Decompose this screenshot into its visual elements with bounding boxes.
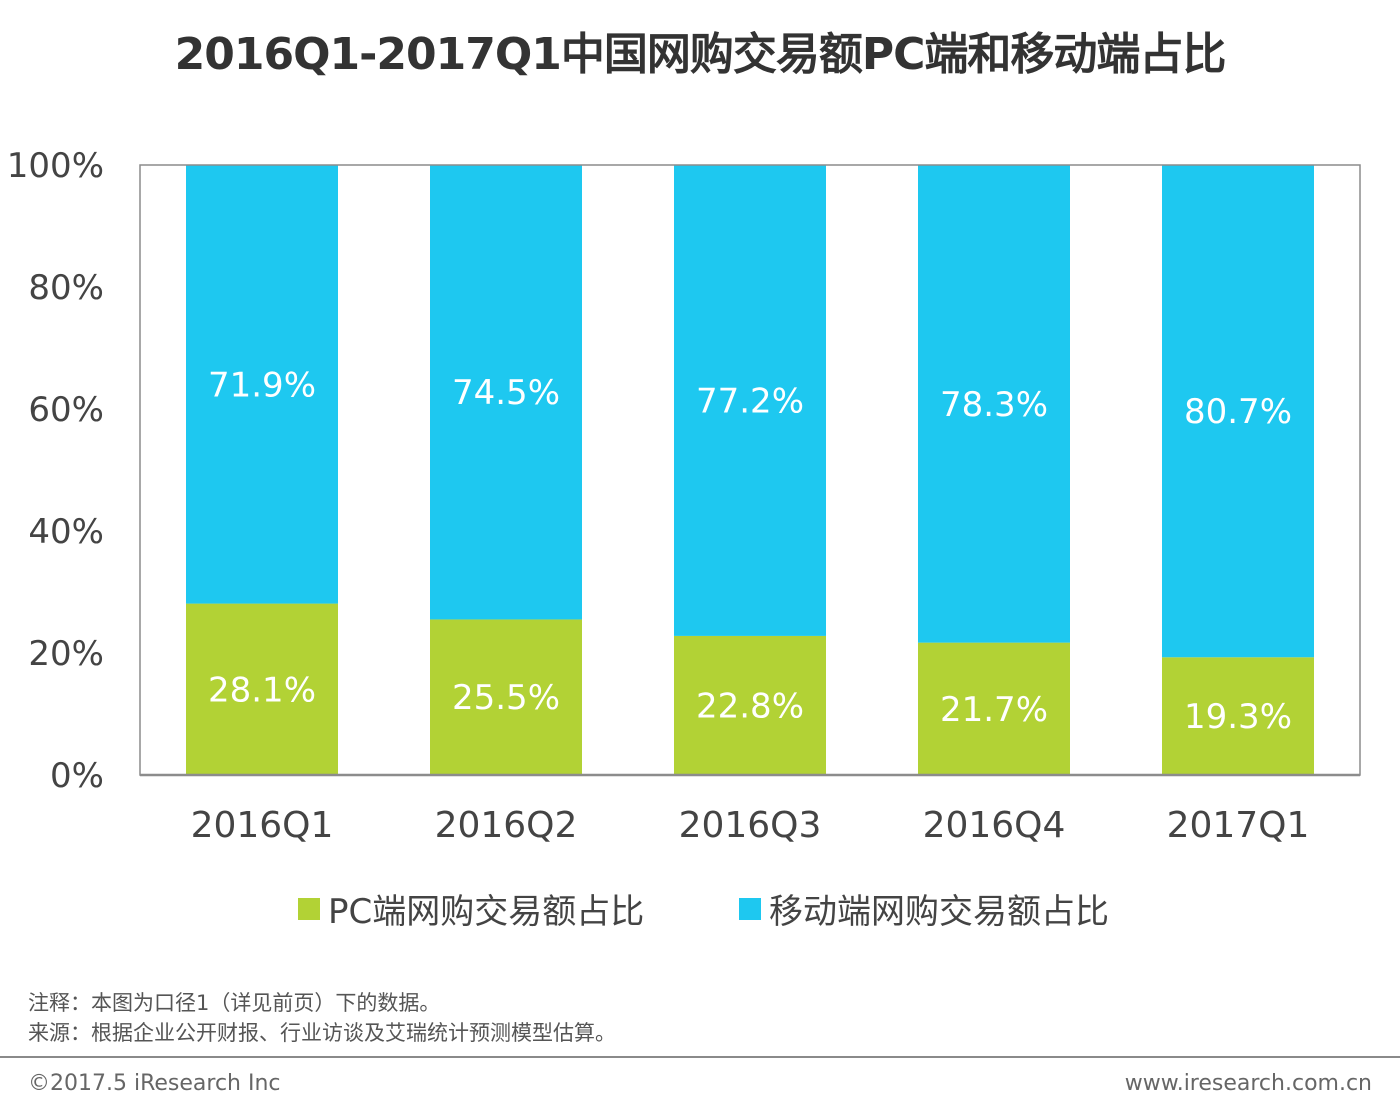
footer-divider (0, 1056, 1400, 1058)
x-tick-label-2016Q4: 2016Q4 (923, 805, 1066, 846)
data-label-pc-2016Q3: 22.8% (696, 686, 804, 726)
legend-label-pc: PC端网购交易额占比 (328, 892, 645, 932)
bar-pc-2016Q2 (430, 619, 582, 775)
legend-item-pc: PC端网购交易额占比 (298, 884, 644, 933)
x-tick-label-2017Q1: 2017Q1 (1167, 805, 1310, 846)
data-label-mobile-2016Q4: 78.3% (940, 385, 1048, 425)
data-label-mobile-2017Q1: 80.7% (1184, 392, 1292, 432)
y-tick-label-3: 60% (28, 390, 104, 430)
bar-pc-2016Q4 (918, 642, 1070, 775)
y-tick-label-2: 40% (28, 512, 104, 552)
axes-layer: 2016Q1 2016Q2 2016Q3 2016Q4 2017Q1 0% 20% 40% 60… (7, 146, 1361, 846)
y-tick-label-0: 0% (50, 756, 104, 796)
bar-mobile-2017Q1 (1162, 165, 1314, 658)
data-label-pc-2016Q1: 28.1% (208, 670, 316, 710)
y-tick-label-5: 100% (7, 146, 104, 186)
bar-mobile-2016Q2 (430, 165, 582, 620)
x-tick-label-2016Q3: 2016Q3 (679, 805, 822, 846)
legend-label-mobile: 移动端网购交易额占比 (769, 892, 1109, 932)
note-line: 注释：本图为口径1（详见前页）下的数据。 (28, 991, 441, 1015)
source-line: 来源：根据企业公开财报、行业访谈及艾瑞统计预测模型估算。 (28, 1021, 616, 1045)
x-tick-label-2016Q2: 2016Q2 (435, 805, 578, 846)
bar-pc-2016Q3 (674, 635, 826, 775)
bar-pc-2016Q1 (186, 603, 338, 775)
bar-mobile-2016Q1 (186, 165, 338, 604)
data-label-pc-2016Q4: 21.7% (940, 690, 1048, 730)
bar-mobile-2016Q4 (918, 165, 1070, 643)
legend-swatch-pc (298, 897, 320, 920)
y-tick-label-4: 80% (28, 268, 104, 308)
bars-layer (186, 165, 1314, 775)
legend-item-mobile: 移动端网购交易额占比 (739, 884, 1109, 933)
bar-mobile-2016Q3 (674, 165, 826, 636)
stacked-bar-chart: 2016Q1 2016Q2 2016Q3 2016Q4 2017Q1 0% 20% 40% 60… (7, 146, 1361, 846)
legend: PC端网购交易额占比 移动端网购交易额占比 (0, 884, 1400, 933)
data-label-pc-2017Q1: 19.3% (1184, 697, 1292, 737)
data-label-pc-2016Q2: 25.5% (452, 678, 560, 718)
data-label-mobile-2016Q2: 74.5% (452, 373, 560, 413)
notes: 注释：本图为口径1（详见前页）下的数据。 来源：根据企业公开财报、行业访谈及艾瑞… (28, 988, 616, 1048)
y-tick-label-1: 20% (28, 634, 104, 674)
labels-layer: 28.1% 71.9% 25.5% 74.5% 22.8% 77.2% 21.7% 78.3%… (208, 365, 1292, 737)
data-label-mobile-2016Q3: 77.2% (696, 381, 804, 421)
legend-swatch-mobile (739, 897, 761, 920)
bar-pc-2017Q1 (1162, 657, 1314, 775)
website: www.iresearch.com.cn (1124, 1071, 1372, 1096)
data-label-mobile-2016Q1: 71.9% (208, 365, 316, 405)
copyright: ©2017.5 iResearch Inc (28, 1071, 281, 1096)
x-tick-label-2016Q1: 2016Q1 (191, 805, 334, 846)
chart-title: 2016Q1-2017Q1中国网购交易额PC端和移动端占比 (174, 29, 1227, 80)
